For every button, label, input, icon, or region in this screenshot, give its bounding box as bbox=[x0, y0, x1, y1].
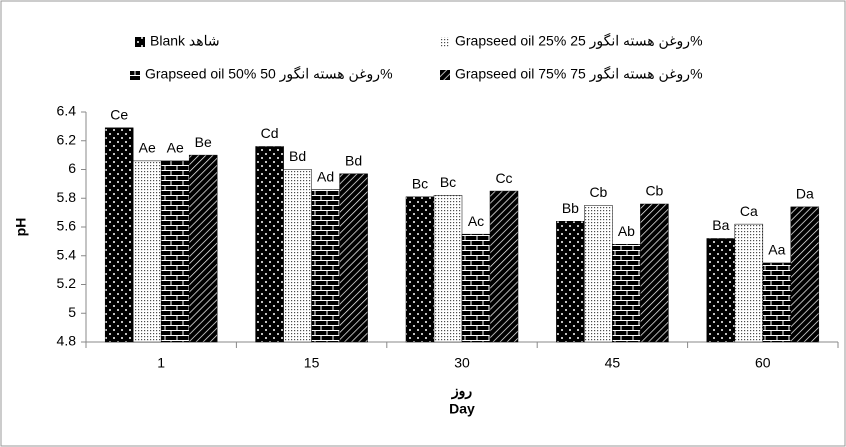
data-label: Aa bbox=[768, 242, 785, 258]
data-label: Ae bbox=[167, 140, 184, 156]
y-tick-label: 6.4 bbox=[57, 103, 77, 119]
bar bbox=[311, 189, 340, 343]
bar bbox=[132, 160, 162, 343]
y-tick-label: 6.2 bbox=[57, 131, 77, 147]
bar bbox=[160, 160, 190, 343]
legend-label: Grapseed oil 25% روغن هسته انگور 25% bbox=[455, 33, 703, 50]
bar bbox=[584, 205, 613, 343]
legend-label: Grapseed oil 50% روغن هسته انگور 50% bbox=[145, 66, 393, 83]
bar bbox=[339, 173, 368, 343]
data-label: Bd bbox=[289, 148, 306, 164]
x-axis-label: روز bbox=[451, 383, 473, 400]
bar bbox=[734, 223, 764, 343]
bar bbox=[706, 238, 736, 343]
bar bbox=[790, 206, 820, 343]
bar bbox=[640, 203, 669, 343]
bar bbox=[405, 196, 435, 343]
legend-swatch bbox=[135, 37, 145, 47]
bar bbox=[433, 195, 463, 343]
data-label: Ae bbox=[139, 140, 156, 156]
legend-label: Grapseed oil 75% روغن هسته انگور 75% bbox=[455, 66, 703, 83]
legend-swatch bbox=[440, 37, 450, 47]
data-label: Da bbox=[796, 186, 814, 202]
x-axis-label-en: Day bbox=[449, 401, 475, 417]
bar bbox=[283, 169, 312, 343]
data-label: Bb bbox=[562, 200, 579, 216]
y-tick-label: 6 bbox=[68, 160, 76, 176]
bar bbox=[762, 262, 792, 343]
y-tick-label: 5.4 bbox=[57, 246, 77, 262]
x-tick-label: 15 bbox=[304, 355, 320, 371]
data-label: Ce bbox=[110, 107, 128, 123]
data-label: Ca bbox=[740, 203, 758, 219]
bar bbox=[188, 154, 218, 343]
data-label: Bd bbox=[345, 153, 362, 169]
data-label: Ab bbox=[618, 223, 635, 239]
bar bbox=[255, 146, 284, 343]
x-tick-label: 60 bbox=[755, 355, 771, 371]
bar bbox=[556, 221, 585, 343]
data-label: Ba bbox=[712, 217, 729, 233]
y-axis-label: pH bbox=[13, 218, 29, 237]
x-tick-label: 1 bbox=[157, 355, 165, 371]
data-label: Be bbox=[195, 134, 212, 150]
y-tick-label: 5.6 bbox=[57, 218, 77, 234]
data-label: Cb bbox=[589, 184, 607, 200]
bar bbox=[104, 127, 134, 343]
y-tick-label: 5.8 bbox=[57, 189, 77, 205]
legend-swatch bbox=[440, 70, 450, 80]
data-label: Cd bbox=[261, 125, 279, 141]
bar bbox=[461, 233, 491, 343]
data-label: Cc bbox=[495, 170, 512, 186]
data-label: Ad bbox=[317, 168, 334, 184]
x-tick-label: 30 bbox=[454, 355, 470, 371]
data-label: Bc bbox=[440, 174, 456, 190]
data-label: Cb bbox=[645, 183, 663, 199]
y-tick-label: 5 bbox=[68, 304, 76, 320]
legend-swatch bbox=[130, 70, 140, 80]
data-label: Ac bbox=[468, 213, 484, 229]
bar bbox=[489, 190, 519, 343]
y-tick-label: 5.2 bbox=[57, 275, 77, 291]
data-label: Bc bbox=[412, 176, 428, 192]
x-tick-label: 45 bbox=[605, 355, 621, 371]
bar bbox=[612, 244, 641, 343]
y-tick-label: 4.8 bbox=[57, 333, 77, 349]
legend-label: Blank شاهد bbox=[150, 33, 220, 49]
